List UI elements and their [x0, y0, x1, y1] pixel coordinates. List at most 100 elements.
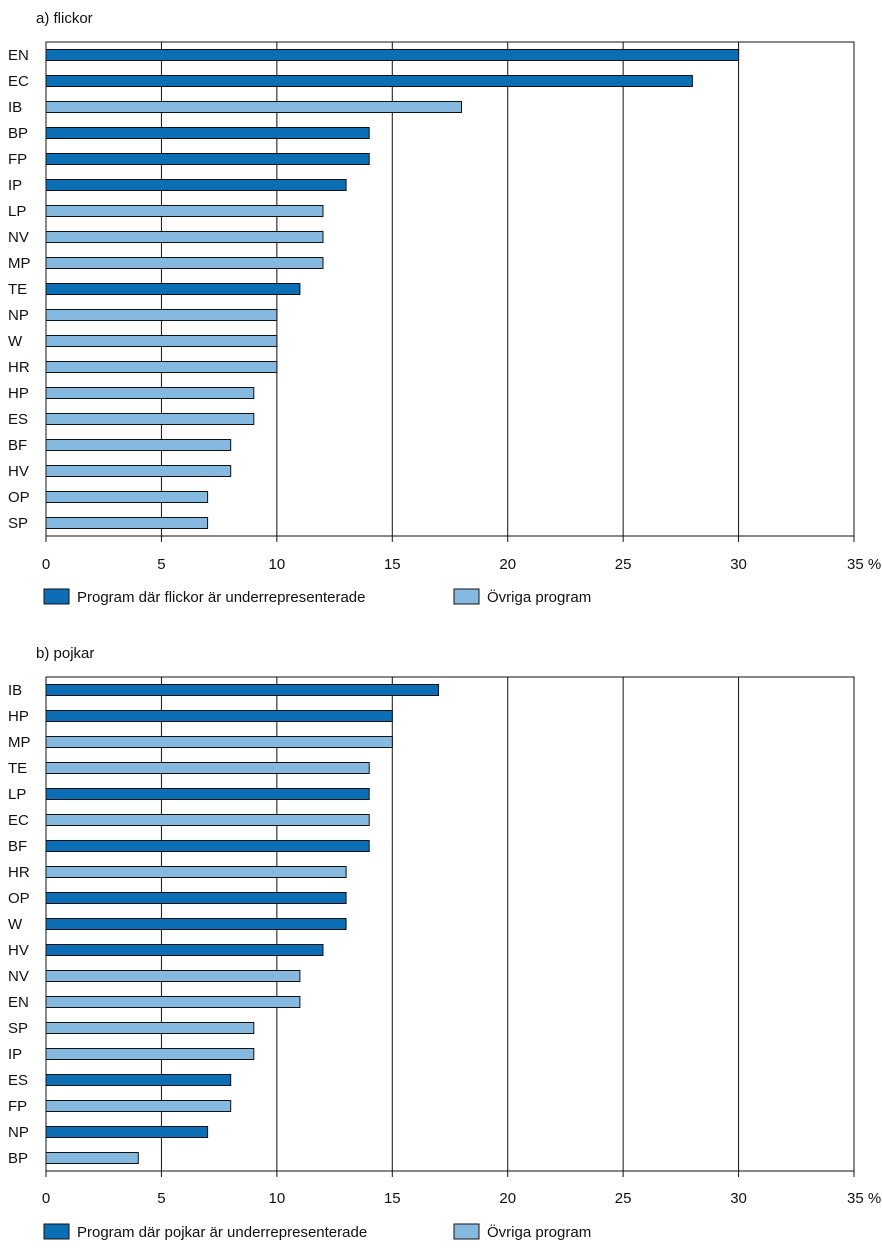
category-label: HV	[8, 942, 29, 959]
bar-ec	[45, 814, 370, 826]
bar-en	[45, 996, 301, 1008]
category-label: BF	[8, 838, 27, 855]
bar-ib	[45, 684, 439, 696]
category-label: SP	[8, 1020, 28, 1037]
x-tick-label: 5	[157, 556, 165, 573]
plot-frame	[45, 41, 855, 537]
x-tick-label: 10	[269, 556, 286, 573]
x-tick-label: 25	[615, 1190, 632, 1207]
bar-lp	[45, 205, 324, 217]
category-label: HR	[8, 359, 30, 376]
bar-op	[45, 491, 209, 503]
bar-es	[45, 413, 255, 425]
category-label: EC	[8, 812, 29, 829]
category-label: NP	[8, 1124, 29, 1141]
x-tick-label: 0	[42, 1190, 50, 1207]
category-label: W	[8, 916, 23, 933]
bar-fp	[45, 1100, 232, 1112]
x-tick-label: 20	[499, 556, 516, 573]
bar-sp	[45, 517, 209, 529]
chart-title: a) flickor	[36, 10, 93, 27]
bar-bp	[45, 1152, 139, 1164]
bar-hr	[45, 866, 347, 878]
bar-hr	[45, 361, 278, 373]
category-label: MP	[8, 255, 31, 272]
legend-swatch-other	[453, 1223, 480, 1240]
category-label: IB	[8, 99, 22, 116]
category-label: FP	[8, 1098, 27, 1115]
bar-w	[45, 335, 278, 347]
legend-swatch-other	[453, 588, 480, 605]
category-label: EN	[8, 47, 29, 64]
bar-ib	[45, 101, 462, 113]
bar-te	[45, 762, 370, 774]
bar-bf	[45, 840, 370, 852]
category-label: IP	[8, 1046, 22, 1063]
category-label: NV	[8, 229, 29, 246]
bar-bf	[45, 439, 232, 451]
bar-bp	[45, 127, 370, 139]
x-tick-label: 35 %	[847, 1190, 881, 1207]
bar-en	[45, 49, 740, 61]
legend-label: Övriga program	[487, 1223, 591, 1241]
category-label: ES	[8, 1072, 28, 1089]
bar-hp	[45, 387, 255, 399]
legend-label: Program där flickor är underrepresentera…	[77, 589, 365, 606]
x-tick-label: 30	[730, 556, 747, 573]
bar-mp	[45, 257, 324, 269]
category-label: NP	[8, 307, 29, 324]
x-tick-label: 10	[269, 1190, 286, 1207]
category-label: HP	[8, 708, 29, 725]
bar-nv	[45, 970, 301, 982]
category-label: BP	[8, 1150, 28, 1167]
bar-fp	[45, 153, 370, 165]
plot-frame	[45, 676, 855, 1172]
x-tick-label: 35 %	[847, 556, 881, 573]
bar-hp	[45, 710, 393, 722]
x-tick-label: 15	[384, 556, 401, 573]
category-label: LP	[8, 786, 26, 803]
bar-es	[45, 1074, 232, 1086]
category-label: HV	[8, 463, 29, 480]
x-tick-label: 0	[42, 556, 50, 573]
x-tick-label: 30	[730, 1190, 747, 1207]
legend-label: Övriga program	[487, 588, 591, 606]
category-label: OP	[8, 890, 30, 907]
bar-np	[45, 1126, 209, 1138]
bar-np	[45, 309, 278, 321]
category-label: HR	[8, 864, 30, 881]
bar-op	[45, 892, 347, 904]
category-label: EC	[8, 73, 29, 90]
legend-swatch-underrepresented	[43, 1223, 70, 1240]
category-label: SP	[8, 515, 28, 532]
category-label: BP	[8, 125, 28, 142]
bar-hv	[45, 944, 324, 956]
category-label: LP	[8, 203, 26, 220]
category-label: FP	[8, 151, 27, 168]
bar-w	[45, 918, 347, 930]
category-label: OP	[8, 489, 30, 506]
chart-title: b) pojkar	[36, 645, 94, 662]
bar-ec	[45, 75, 693, 87]
category-label: HP	[8, 385, 29, 402]
bar-lp	[45, 788, 370, 800]
category-label: EN	[8, 994, 29, 1011]
x-tick-label: 25	[615, 556, 632, 573]
legend-swatch-underrepresented	[43, 588, 70, 605]
category-label: MP	[8, 734, 31, 751]
legend-label: Program där pojkar är underrepresenterad…	[77, 1224, 367, 1241]
category-label: TE	[8, 281, 27, 298]
category-label: NV	[8, 968, 29, 985]
category-label: IP	[8, 177, 22, 194]
x-tick-label: 20	[499, 1190, 516, 1207]
category-label: BF	[8, 437, 27, 454]
x-tick-label: 15	[384, 1190, 401, 1207]
bar-ip	[45, 1048, 255, 1060]
bar-hv	[45, 465, 232, 477]
category-label: ES	[8, 411, 28, 428]
bar-nv	[45, 231, 324, 243]
bar-ip	[45, 179, 347, 191]
category-label: TE	[8, 760, 27, 777]
bar-te	[45, 283, 301, 295]
